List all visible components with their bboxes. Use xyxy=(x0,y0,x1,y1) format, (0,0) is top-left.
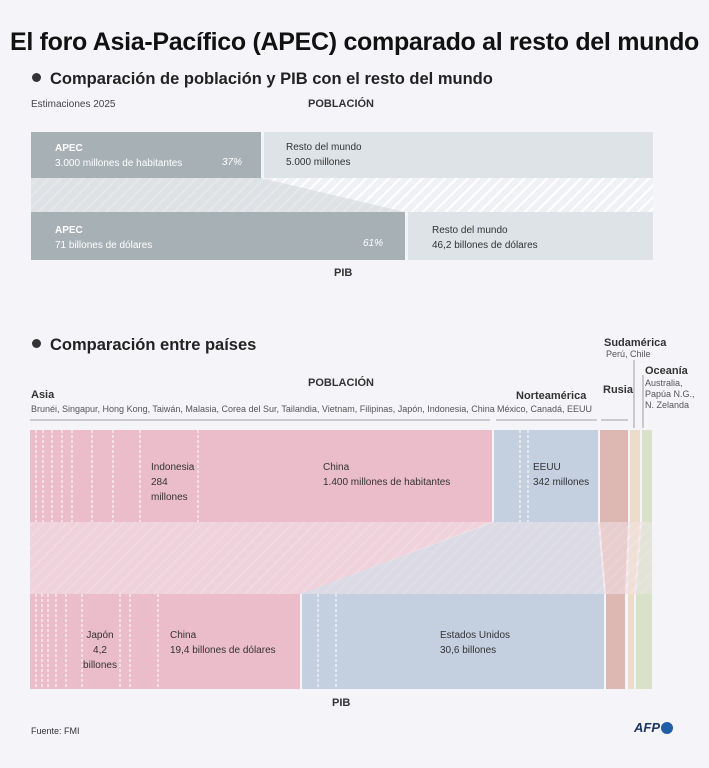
gdp-asia-bar xyxy=(30,594,300,689)
pop-rest-bar xyxy=(264,132,653,178)
sa-title: Sudamérica xyxy=(604,337,667,349)
gdp-apec-bar xyxy=(31,212,405,260)
japan-gdp-label: Japón 4,2 billones xyxy=(80,628,120,673)
oc-member-3: N. Zelanda xyxy=(645,400,690,410)
indonesia-value: 284 xyxy=(151,477,168,488)
pop-apec-text: APEC 3.000 millones de habitantes xyxy=(55,141,182,171)
gdp-apec-pct: 61% xyxy=(363,238,384,249)
oc-member-1: Australia, xyxy=(645,378,683,388)
pop-apec-bar xyxy=(31,132,261,178)
china-gdp-label: China 19,4 billones de dólares xyxy=(170,628,276,658)
china-gdp-name: China xyxy=(170,630,197,641)
asia-members: Brunéi, Singapur, Hong Kong, Taiwán, Mal… xyxy=(31,404,495,414)
pop-apec-value: 3.000 millones de habitantes xyxy=(55,158,183,169)
usa-pop-label: EEUU 342 millones xyxy=(533,460,589,490)
russia-connector xyxy=(600,522,628,594)
pop-country-dividers xyxy=(35,430,529,522)
oc-connector xyxy=(636,522,652,594)
page-title: El foro Asia-Pacífico (APEC) comparado a… xyxy=(9,28,700,56)
gdp-na-bar xyxy=(302,594,604,689)
china-gdp-value: 19,4 billones de dólares xyxy=(170,645,276,656)
russia-title: Rusia xyxy=(603,384,633,396)
sa-members: Perú, Chile xyxy=(606,349,651,359)
gdp-rest-value: 46,2 billones de dólares xyxy=(432,240,538,251)
usa-gdp-label: Estados Unidos 30,6 billones xyxy=(440,628,510,658)
afp-logo: AFP xyxy=(634,720,674,735)
gdp-rest-title: Resto del mundo xyxy=(432,225,508,236)
pop-apec-title: APEC xyxy=(55,143,83,154)
afp-circle-icon xyxy=(661,722,674,734)
usa-pop-name: EEUU xyxy=(533,462,561,473)
usa-gdp-value: 30,6 billones xyxy=(440,645,497,656)
gdp-apec-value: 71 billones de dólares xyxy=(55,240,153,251)
china-pop-name: China xyxy=(323,462,350,473)
pop-oceania-bar xyxy=(642,430,652,522)
indonesia-pop-label: Indonesia 284 millones xyxy=(151,460,194,505)
china-pop-label: China 1.400 millones de habitantes xyxy=(323,460,450,490)
pop-na-bar xyxy=(494,430,598,522)
gdp-label: PIB xyxy=(334,267,353,279)
gdp-apec-title: APEC xyxy=(55,225,83,236)
gdp-sa-bar xyxy=(628,594,634,689)
asia-title: Asia xyxy=(31,389,55,401)
na-connector xyxy=(300,522,604,594)
japan-gdp-name: Japón xyxy=(86,630,114,641)
population-label: POBLACIÓN xyxy=(308,98,374,110)
overall-apec-connector xyxy=(31,178,405,212)
japan-gdp-value: 4,2 xyxy=(93,645,107,656)
gdp-label-2: PIB xyxy=(332,697,351,709)
pop-asia-bar xyxy=(30,430,492,522)
na-title: Norteamérica xyxy=(516,390,587,402)
source-note: Fuente: FMI xyxy=(31,726,80,736)
oc-members: Australia, Papúa N.G., N. Zelanda xyxy=(645,378,695,411)
gdp-country-dividers xyxy=(35,594,337,689)
pop-rest-text: Resto del mundo 5.000 millones xyxy=(286,140,362,170)
estimates-note: Estimaciones 2025 xyxy=(31,99,116,110)
usa-pop-value: 342 millones xyxy=(533,477,590,488)
china-pop-value: 1.400 millones de habitantes xyxy=(323,477,451,488)
indonesia-name: Indonesia xyxy=(151,462,195,473)
section-heading-countries: Comparación entre países xyxy=(32,336,256,355)
pop-apec-pct: 37% xyxy=(222,157,243,168)
pop-rest-title: Resto del mundo xyxy=(286,142,362,153)
usa-gdp-name: Estados Unidos xyxy=(440,630,511,641)
section-heading-overall: Comparación de población y PIB con el re… xyxy=(32,70,493,89)
population-label-2: POBLACIÓN xyxy=(308,377,374,389)
pop-rest-value: 5.000 millones xyxy=(286,157,351,168)
gdp-russia-bar xyxy=(606,594,625,689)
pop-sa-bar xyxy=(630,430,640,522)
gdp-rest-bar xyxy=(408,212,653,260)
bullet-dot-icon xyxy=(32,73,41,82)
oc-member-2: Papúa N.G., xyxy=(645,389,695,399)
gdp-apec-text: APEC 71 billones de dólares xyxy=(55,223,152,253)
gdp-oceania-bar xyxy=(636,594,652,689)
section-heading-text: Comparación de población y PIB con el re… xyxy=(50,70,493,88)
sa-connector xyxy=(628,522,640,594)
section-heading-text: Comparación entre países xyxy=(50,336,257,354)
japan-gdp-unit: billones xyxy=(83,660,117,671)
indonesia-unit: millones xyxy=(151,492,188,503)
oc-title: Oceanía xyxy=(645,365,688,377)
pop-russia-bar xyxy=(600,430,628,522)
asia-connector xyxy=(30,522,492,594)
bullet-dot-icon xyxy=(32,339,41,348)
afp-logo-text: AFP xyxy=(634,720,660,735)
na-members: México, Canadá, EEUU xyxy=(497,404,593,414)
gdp-rest-text: Resto del mundo 46,2 billones de dólares xyxy=(432,223,538,253)
